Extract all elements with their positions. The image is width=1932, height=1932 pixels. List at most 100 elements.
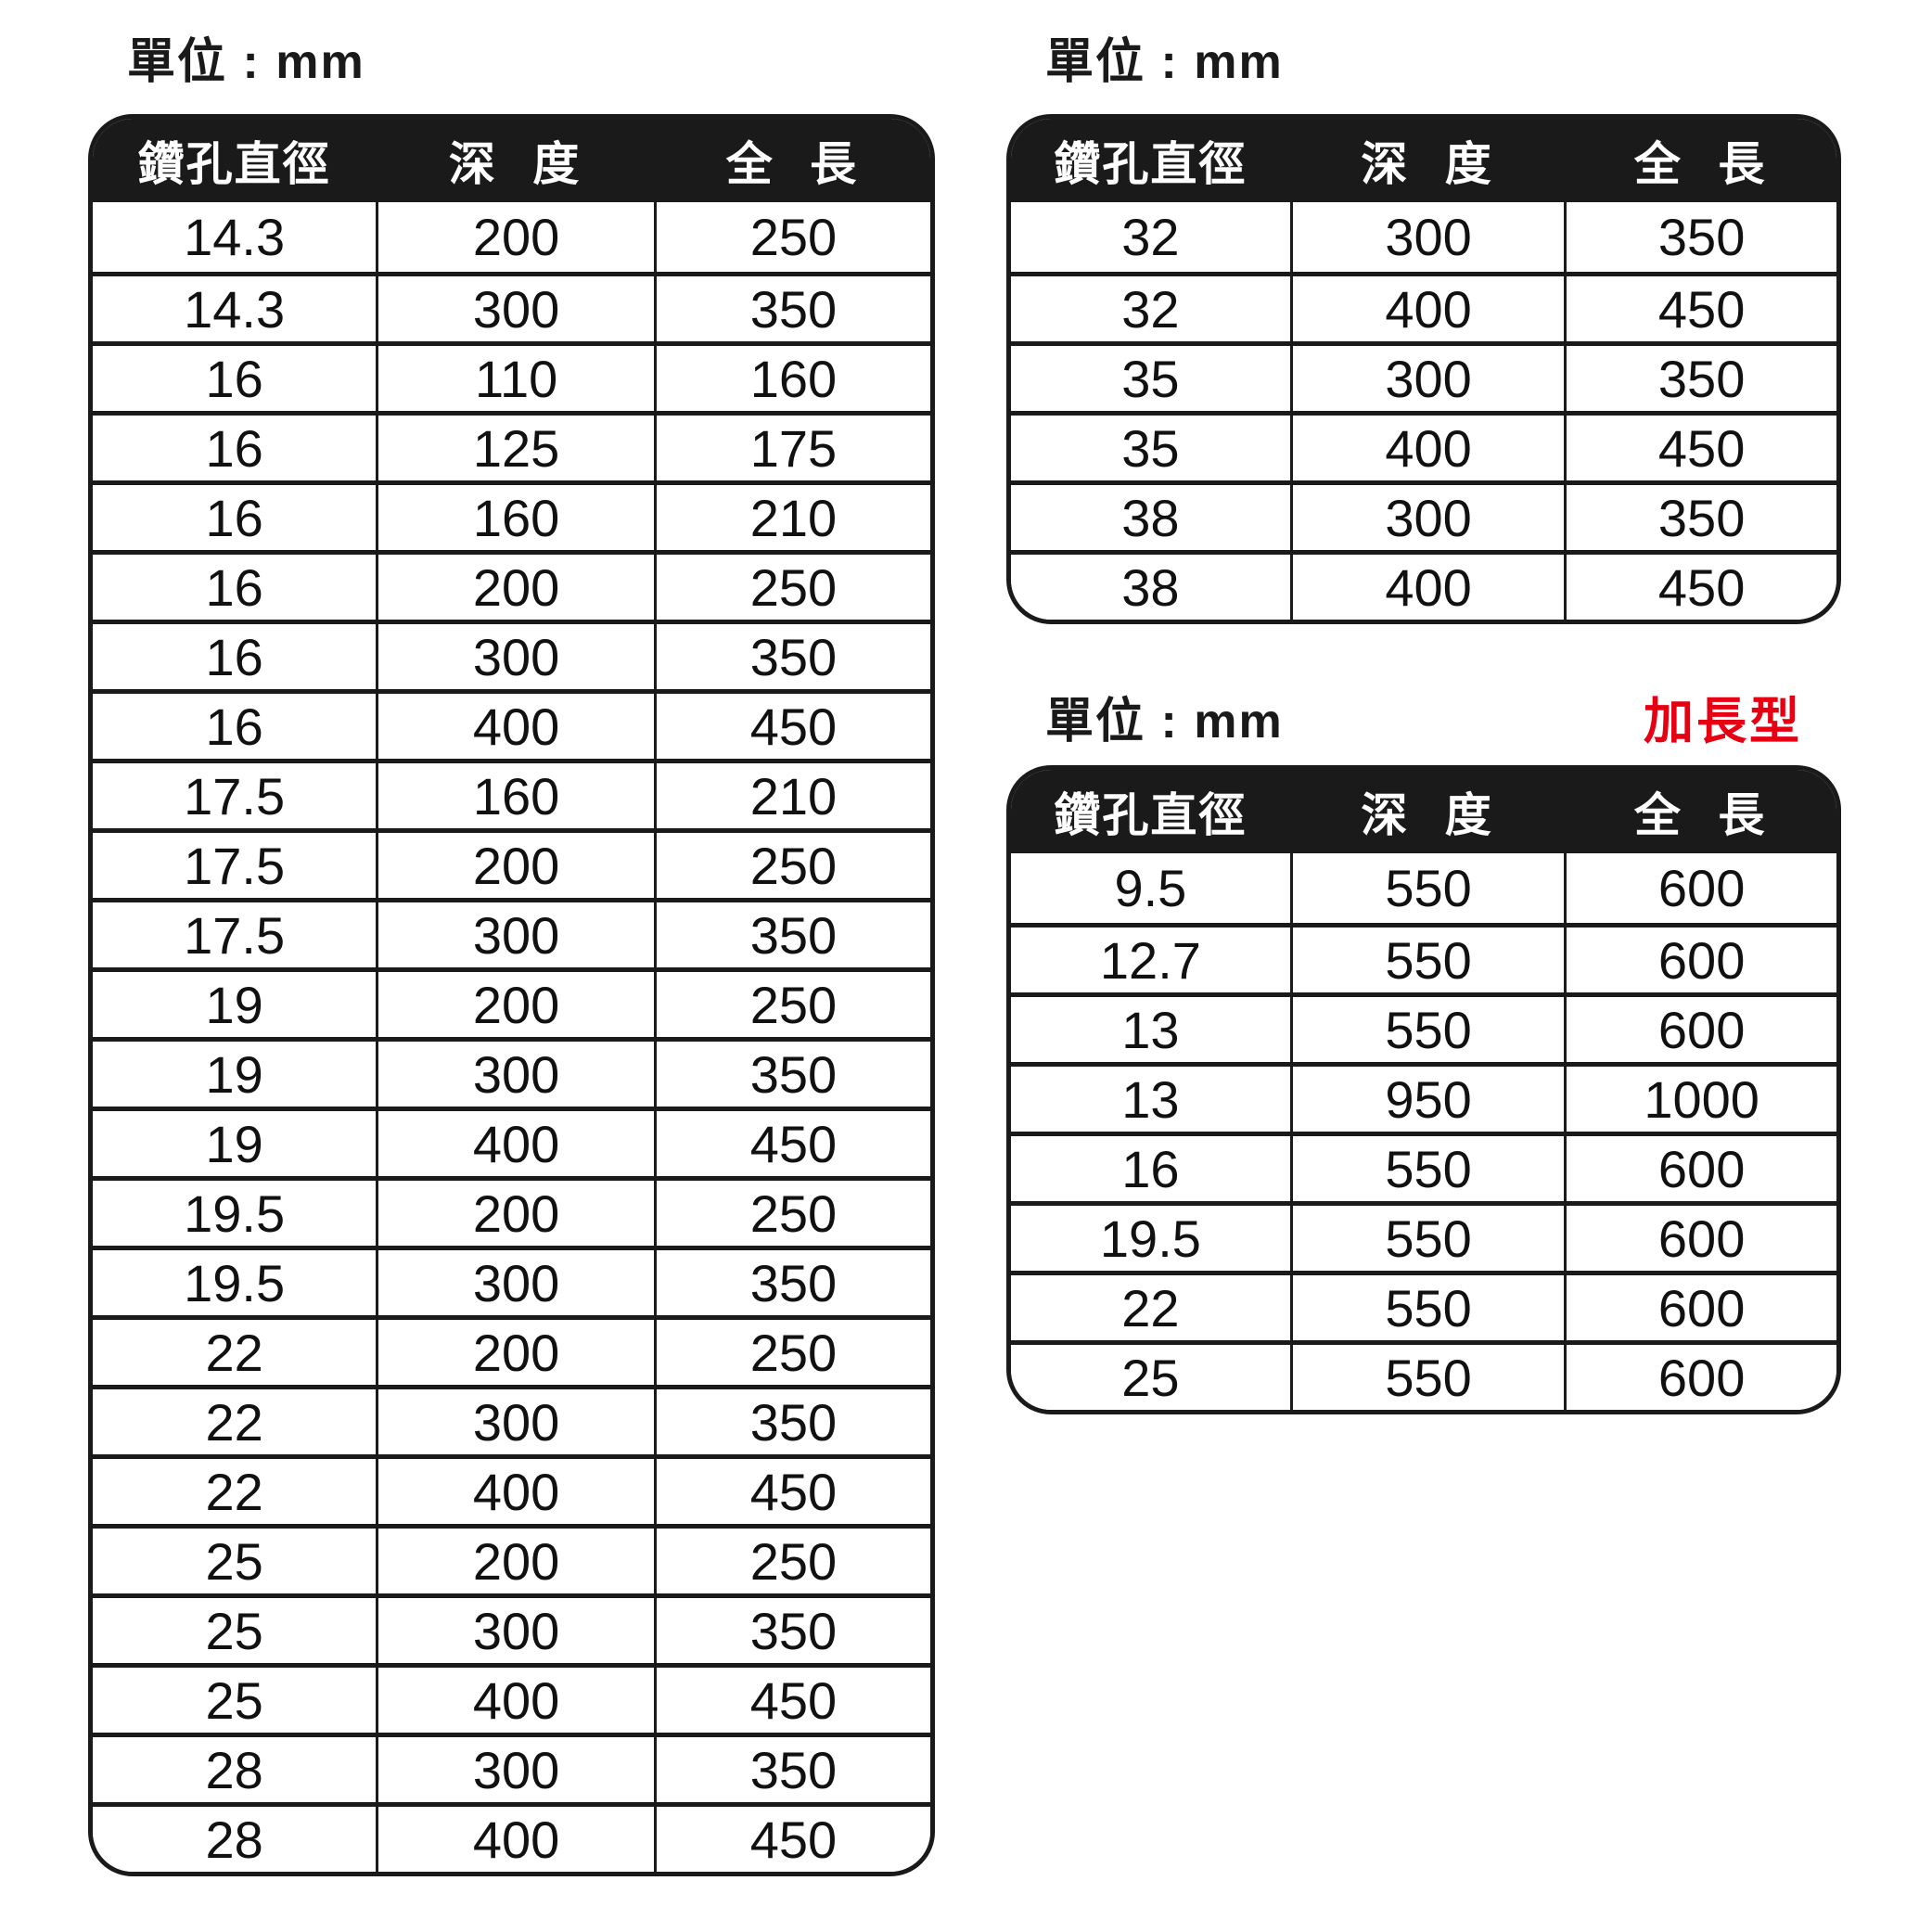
cell-diameter: 17.5 bbox=[184, 766, 286, 825]
table-row: 22 200 250 bbox=[93, 1315, 930, 1385]
cell-overall-length: 600 bbox=[1564, 928, 1836, 992]
column-header-diameter: 鑽孔直徑 bbox=[137, 138, 331, 190]
column-header-overall-length: 全 長 bbox=[725, 138, 859, 190]
cell-diameter: 16 bbox=[205, 418, 263, 478]
column-header-overall-length: 全 長 bbox=[1633, 138, 1767, 190]
table-body: 32 300 350 32 400 450 35 300 350 35 400 … bbox=[1011, 202, 1836, 620]
cell-depth: 125 bbox=[376, 416, 654, 480]
cell-diameter: 12.7 bbox=[1099, 930, 1201, 990]
cell-depth: 300 bbox=[376, 1250, 654, 1315]
table-row: 13 550 600 bbox=[1011, 992, 1836, 1062]
cell-diameter: 13 bbox=[1121, 1069, 1180, 1129]
cell-depth: 400 bbox=[1289, 276, 1564, 341]
table-row: 22 300 350 bbox=[93, 1385, 930, 1454]
cell-depth: 300 bbox=[376, 1389, 654, 1454]
cell-depth: 200 bbox=[376, 202, 654, 272]
cell-overall-length: 250 bbox=[653, 555, 930, 620]
table-row: 17.5 200 250 bbox=[93, 828, 930, 898]
cell-overall-length: 350 bbox=[1564, 202, 1836, 272]
column-header-depth: 深 度 bbox=[1361, 138, 1493, 190]
cell-overall-length: 600 bbox=[1564, 853, 1836, 923]
column-header-depth: 深 度 bbox=[448, 138, 582, 190]
table-row: 28 400 450 bbox=[93, 1802, 930, 1872]
cell-diameter: 19.5 bbox=[1099, 1209, 1201, 1268]
right-column: 單位 : mm 鑽孔直徑 深 度 全 長 32 300 350 32 400 4… bbox=[1006, 33, 1841, 1414]
cell-overall-length: 600 bbox=[1564, 1136, 1836, 1201]
cell-diameter: 19 bbox=[205, 1114, 263, 1173]
column-header-overall-length: 全 長 bbox=[1633, 789, 1767, 841]
cell-depth: 200 bbox=[376, 833, 654, 898]
cell-depth: 300 bbox=[1289, 485, 1564, 550]
cell-overall-length: 350 bbox=[653, 1737, 930, 1802]
cell-depth: 550 bbox=[1289, 1206, 1564, 1271]
cell-depth: 400 bbox=[376, 694, 654, 759]
table-row: 38 300 350 bbox=[1011, 480, 1836, 550]
cell-diameter: 16 bbox=[205, 557, 263, 617]
table-row: 16 300 350 bbox=[93, 620, 930, 689]
cell-depth: 300 bbox=[1289, 346, 1564, 411]
table-row: 19 300 350 bbox=[93, 1037, 930, 1107]
cell-depth: 550 bbox=[1289, 853, 1564, 923]
cell-overall-length: 350 bbox=[1564, 485, 1836, 550]
cell-diameter: 22 bbox=[205, 1462, 263, 1521]
table-row: 16 160 210 bbox=[93, 480, 930, 550]
column-header-diameter: 鑽孔直徑 bbox=[1054, 789, 1247, 841]
cell-diameter: 38 bbox=[1121, 488, 1180, 547]
cell-overall-length: 350 bbox=[653, 1389, 930, 1454]
cell-diameter: 19.5 bbox=[184, 1184, 286, 1243]
cell-diameter: 19.5 bbox=[184, 1253, 286, 1312]
table-row: 9.5 550 600 bbox=[1011, 853, 1836, 923]
unit-label-left: 單位 : mm bbox=[127, 35, 365, 89]
cell-overall-length: 350 bbox=[653, 1042, 930, 1107]
cell-overall-length: 250 bbox=[653, 202, 930, 272]
table-row: 14.3 300 350 bbox=[93, 272, 930, 341]
cell-diameter: 35 bbox=[1121, 349, 1180, 408]
cell-depth: 400 bbox=[376, 1807, 654, 1872]
cell-diameter: 16 bbox=[205, 697, 263, 756]
cell-depth: 300 bbox=[376, 1737, 654, 1802]
cell-depth: 300 bbox=[376, 902, 654, 967]
cell-overall-length: 600 bbox=[1564, 997, 1836, 1062]
cell-diameter: 19 bbox=[205, 975, 263, 1034]
cell-overall-length: 250 bbox=[653, 972, 930, 1037]
table-row: 28 300 350 bbox=[93, 1733, 930, 1802]
cell-depth: 400 bbox=[1289, 555, 1564, 620]
table-row: 16 110 160 bbox=[93, 341, 930, 411]
column-header-diameter: 鑽孔直徑 bbox=[1054, 138, 1247, 190]
cell-overall-length: 600 bbox=[1564, 1275, 1836, 1340]
cell-diameter: 35 bbox=[1121, 418, 1180, 478]
cell-depth: 200 bbox=[376, 972, 654, 1037]
table-row: 19.5 200 250 bbox=[93, 1176, 930, 1246]
cell-diameter: 16 bbox=[205, 627, 263, 686]
unit-label-extended: 單位 : mm bbox=[1045, 695, 1284, 748]
cell-overall-length: 600 bbox=[1564, 1206, 1836, 1271]
cell-diameter: 13 bbox=[1121, 1000, 1180, 1059]
table-row: 16 400 450 bbox=[93, 689, 930, 759]
table-row: 12.7 550 600 bbox=[1011, 923, 1836, 992]
table-row: 22 400 450 bbox=[93, 1454, 930, 1524]
cell-depth: 200 bbox=[376, 555, 654, 620]
cell-diameter: 17.5 bbox=[184, 836, 286, 895]
cell-diameter: 38 bbox=[1121, 557, 1180, 617]
table-header: 鑽孔直徑 深 度 全 長 bbox=[1011, 770, 1836, 853]
cell-overall-length: 175 bbox=[653, 416, 930, 480]
cell-overall-length: 1000 bbox=[1564, 1067, 1836, 1132]
table-body: 9.5 550 600 12.7 550 600 13 550 600 13 9… bbox=[1011, 853, 1836, 1410]
table-row: 32 400 450 bbox=[1011, 272, 1836, 341]
cell-diameter: 32 bbox=[1121, 208, 1180, 266]
cell-overall-length: 210 bbox=[653, 485, 930, 550]
drill-spec-table-extended: 鑽孔直徑 深 度 全 長 9.5 550 600 12.7 550 600 13… bbox=[1006, 765, 1841, 1414]
cell-depth: 550 bbox=[1289, 997, 1564, 1062]
cell-depth: 550 bbox=[1289, 928, 1564, 992]
cell-depth: 400 bbox=[376, 1459, 654, 1524]
unit-label-right: 單位 : mm bbox=[1045, 35, 1284, 89]
cell-overall-length: 250 bbox=[653, 1181, 930, 1246]
cell-depth: 300 bbox=[1289, 202, 1564, 272]
cell-overall-length: 450 bbox=[1564, 555, 1836, 620]
cell-depth: 110 bbox=[376, 346, 654, 411]
table-row: 35 300 350 bbox=[1011, 341, 1836, 411]
cell-diameter: 25 bbox=[205, 1531, 263, 1591]
table-row: 13 950 1000 bbox=[1011, 1062, 1836, 1132]
cell-diameter: 14.3 bbox=[184, 279, 286, 339]
table-row: 25 550 600 bbox=[1011, 1340, 1836, 1410]
